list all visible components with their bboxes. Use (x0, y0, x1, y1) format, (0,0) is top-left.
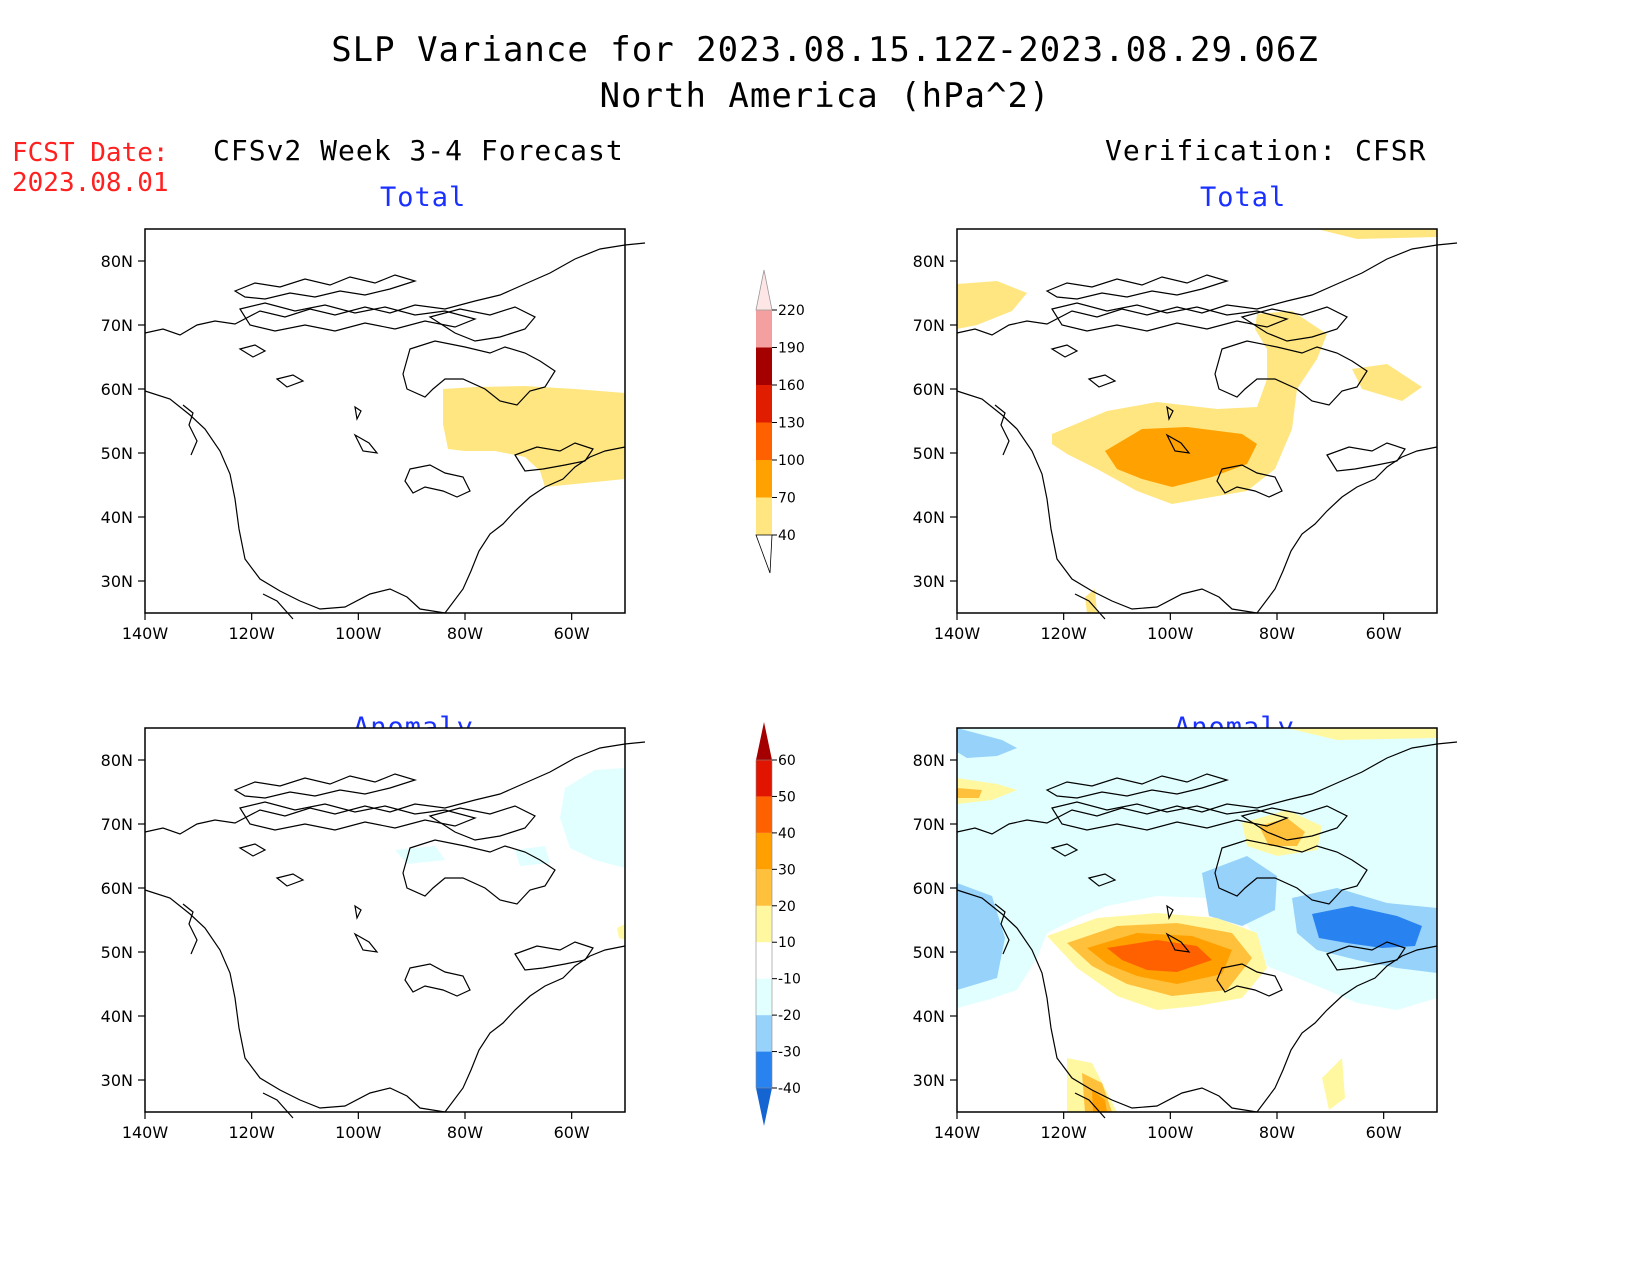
lon-tick-label: 60W (1366, 624, 1402, 643)
colorbar-anomaly-bottom-triangle (756, 1088, 772, 1126)
colorbar-anomaly-swatch (756, 1051, 772, 1088)
lon-tick-label: 100W (1147, 624, 1194, 643)
fcst-date-value: 2023.08.01 (12, 168, 169, 198)
axes-layer: 80N 70N 60N 50N 40N 30N 140W 120W 100W 80W 60W 80N 7… (101, 252, 1402, 1142)
lat-tick-label: 40N (913, 1007, 945, 1026)
lon-tick-label: 60W (554, 1123, 590, 1142)
colorbar-total-swatch (756, 310, 772, 348)
colorbar-total-swatch (756, 347, 772, 385)
verification-anomaly-map (956, 727, 1458, 1119)
colorbar-anomaly-swatch (756, 760, 772, 797)
colorbar-total-swatch (756, 385, 772, 423)
lat-tick-label: 50N (101, 943, 133, 962)
colorbar-anomaly-swatch (756, 978, 772, 1016)
forecast-total-title: Total (380, 182, 467, 213)
colorbar-total-label: 130 (778, 416, 805, 432)
lat-tick-label: 60N (101, 380, 133, 399)
colorbar-anomaly-swatch (756, 1015, 772, 1052)
lat-tick-label: 70N (101, 316, 133, 335)
colorbar-anomaly-swatch (756, 796, 772, 833)
fcst-date-label: FCST Date: (12, 138, 169, 168)
lat-tick-label: 70N (913, 316, 945, 335)
lat-tick-label: 40N (913, 508, 945, 527)
colorbar-anomaly-label: 20 (778, 899, 796, 915)
lat-tick-label: 80N (913, 751, 945, 770)
subtitle: North America (hPa^2) (599, 76, 1051, 116)
lat-tick-label: 40N (101, 508, 133, 527)
lon-tick-label: 140W (122, 1123, 169, 1142)
forecast-total-map (144, 228, 646, 620)
lon-tick-label: 140W (122, 624, 169, 643)
lat-tick-label: 60N (913, 380, 945, 399)
colorbar-total: 40 70 100 130 160 190 220 (755, 269, 805, 574)
colorbar-anomaly-label: 10 (778, 935, 796, 951)
verification-total-map (956, 228, 1458, 620)
colorbar-anomaly-label: -20 (778, 1008, 801, 1024)
colorbar-anomaly-label: 50 (778, 789, 796, 805)
colorbar-anomaly: -40 -30 -20 -10 10 20 30 40 50 60 (755, 722, 801, 1126)
lat-tick-label: 80N (101, 751, 133, 770)
colorbar-anomaly-swatch (756, 942, 772, 979)
colorbar-anomaly-swatch (756, 905, 772, 943)
lon-tick-label: 140W (934, 1123, 981, 1142)
lon-tick-label: 60W (1366, 1123, 1402, 1142)
main-title: SLP Variance for 2023.08.15.12Z-2023.08.… (331, 30, 1319, 70)
colorbar-anomaly-label: 40 (778, 826, 796, 842)
colorbar-total-label: 220 (778, 303, 805, 319)
lon-tick-label: 80W (447, 1123, 483, 1142)
colorbar-total-swatch (756, 460, 772, 498)
verification-column-title: Verification: CFSR (1105, 134, 1427, 167)
colorbar-anomaly-swatch (756, 869, 772, 906)
lat-tick-label: 80N (101, 252, 133, 271)
lat-tick-label: 80N (913, 252, 945, 271)
lon-tick-label: 100W (335, 1123, 382, 1142)
colorbar-total-swatch (756, 497, 772, 535)
lon-tick-label: 120W (1040, 624, 1087, 643)
colorbar-anomaly-label: 30 (778, 862, 796, 878)
forecast-anomaly-map (144, 727, 646, 1119)
lon-tick-label: 120W (1040, 1123, 1087, 1142)
lon-tick-label: 120W (228, 624, 275, 643)
colorbar-anomaly-swatch (756, 832, 772, 870)
colorbar-anomaly-label: 60 (778, 753, 796, 769)
lat-tick-label: 30N (101, 572, 133, 591)
lon-tick-label: 100W (335, 624, 382, 643)
lat-tick-label: 30N (913, 1071, 945, 1090)
lon-tick-label: 80W (1259, 624, 1295, 643)
verification-total-title: Total (1200, 182, 1287, 213)
lat-tick-label: 60N (913, 879, 945, 898)
lon-tick-label: 120W (228, 1123, 275, 1142)
lat-tick-label: 50N (101, 444, 133, 463)
lat-tick-label: 30N (913, 572, 945, 591)
lat-tick-label: 70N (101, 815, 133, 834)
lat-tick-label: 50N (913, 444, 945, 463)
colorbar-anomaly-frame (755, 759, 773, 1089)
lat-tick-label: 70N (913, 815, 945, 834)
colorbar-total-label: 70 (778, 491, 796, 507)
colorbar-total-label: 40 (778, 528, 796, 544)
colorbar-total-bottom-triangle (755, 534, 773, 574)
fcst-date: FCST Date: 2023.08.01 (12, 138, 169, 198)
colorbar-anomaly-top-triangle (756, 722, 772, 760)
colorbar-total-label: 190 (778, 341, 805, 357)
lon-tick-label: 60W (554, 624, 590, 643)
colorbar-total-label: 100 (778, 453, 805, 469)
colorbar-anomaly-label: -30 (778, 1045, 801, 1061)
colorbar-total-top-triangle (755, 269, 773, 311)
lat-tick-label: 40N (101, 1007, 133, 1026)
lon-tick-label: 100W (1147, 1123, 1194, 1142)
forecast-column-title: CFSv2 Week 3-4 Forecast (213, 134, 624, 167)
lon-tick-label: 140W (934, 624, 981, 643)
colorbar-anomaly-label: -10 (778, 972, 801, 988)
lon-tick-label: 80W (1259, 1123, 1295, 1142)
lat-tick-label: 50N (913, 943, 945, 962)
lon-tick-label: 80W (447, 624, 483, 643)
lat-tick-label: 30N (101, 1071, 133, 1090)
lat-tick-label: 60N (101, 879, 133, 898)
colorbar-anomaly-label: -40 (778, 1081, 801, 1097)
colorbar-total-swatch (756, 422, 772, 460)
colorbar-total-label: 160 (778, 378, 805, 394)
